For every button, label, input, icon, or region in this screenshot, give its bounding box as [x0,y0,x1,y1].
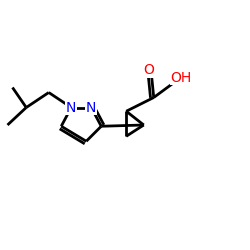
Text: N: N [86,100,97,114]
Text: N: N [66,100,76,114]
Text: O: O [143,63,154,77]
Text: OH: OH [170,70,192,85]
